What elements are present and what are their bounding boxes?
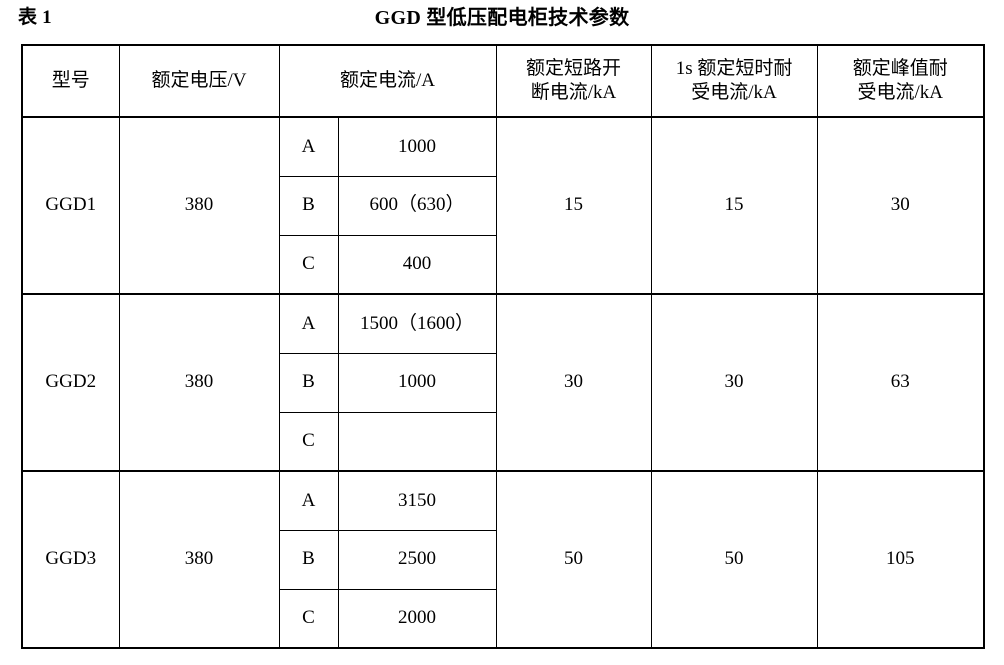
cell-phase: C <box>278 234 339 295</box>
table-container: 型号 额定电压/V 额定电流/A 额定短路开 断电流/kA 1s 额定短时耐 受 <box>21 44 986 649</box>
table-row: GGD3 380 A 3150 50 50 105 <box>21 470 985 649</box>
cell-short-time-current: 30 <box>650 293 818 472</box>
cell-rated-current: 600（630） <box>337 175 497 236</box>
cell-model: GGD1 <box>21 116 120 295</box>
cell-rated-current: 1000 <box>337 352 497 413</box>
cell-peak-current: 30 <box>816 116 985 295</box>
cell-breaking-current: 15 <box>495 116 652 295</box>
cell-phase: A <box>278 116 339 177</box>
cell-phase: B <box>278 529 339 590</box>
cell-short-time-current: 15 <box>650 116 818 295</box>
cell-rated-current: 1500（1600） <box>337 293 497 354</box>
table-number-label: 表 1 <box>18 7 52 28</box>
header-short-time-current: 1s 额定短时耐 受电流/kA <box>650 44 818 118</box>
table-row: B 600（630） <box>22 175 984 236</box>
cell-rated-current: 2000 <box>337 588 497 649</box>
cell-model: GGD3 <box>21 470 120 649</box>
table-row: C 2000 <box>22 588 984 649</box>
cell-rated-current: 3150 <box>337 470 497 531</box>
cell-phase: C <box>278 588 339 649</box>
header-voltage: 额定电压/V <box>118 44 280 118</box>
cell-breaking-current: 50 <box>495 470 652 649</box>
cell-breaking-current: 30 <box>495 293 652 472</box>
cell-phase: B <box>278 352 339 413</box>
header-peak-current: 额定峰值耐 受电流/kA <box>816 44 985 118</box>
table-row: B 1000 <box>22 352 984 413</box>
cell-rated-current: 400 <box>337 234 497 295</box>
cell-rated-current <box>337 411 497 472</box>
table-title: GGD 型低压配电柜技术参数 <box>374 7 630 29</box>
header-breaking-current: 额定短路开 断电流/kA <box>495 44 652 118</box>
cell-phase: B <box>278 175 339 236</box>
cell-rated-current: 2500 <box>337 529 497 590</box>
table-head: 型号 额定电压/V 额定电流/A 额定短路开 断电流/kA 1s 额定短时耐 受 <box>21 44 985 118</box>
cell-model: GGD2 <box>21 293 120 472</box>
cell-phase: A <box>278 470 339 531</box>
table-row: C 400 <box>22 234 984 295</box>
spec-table: 型号 额定电压/V 额定电流/A 额定短路开 断电流/kA 1s 额定短时耐 受 <box>21 44 986 649</box>
table-row: GGD1 380 A 1000 15 15 30 <box>21 116 985 295</box>
cell-peak-current: 105 <box>816 470 985 649</box>
table-row: GGD2 380 A 1500（1600） 30 30 63 <box>21 293 985 472</box>
cell-voltage: 380 <box>118 470 280 649</box>
cell-rated-current: 1000 <box>337 116 497 177</box>
cell-peak-current: 63 <box>816 293 985 472</box>
cell-voltage: 380 <box>118 116 280 295</box>
table-caption: 表 1 GGD 型低压配电柜技术参数 <box>0 0 1004 44</box>
cell-phase: C <box>278 411 339 472</box>
cell-short-time-current: 50 <box>650 470 818 649</box>
header-row: 型号 额定电压/V 额定电流/A 额定短路开 断电流/kA 1s 额定短时耐 受 <box>21 44 985 118</box>
table-body: GGD1 380 A 1000 15 15 30 B 600（630） C 40… <box>21 116 985 649</box>
header-model: 型号 <box>21 44 120 118</box>
table-row: B 2500 <box>22 529 984 590</box>
table-row: C <box>22 411 984 472</box>
header-current: 额定电流/A <box>278 44 497 118</box>
cell-voltage: 380 <box>118 293 280 472</box>
cell-phase: A <box>278 293 339 354</box>
